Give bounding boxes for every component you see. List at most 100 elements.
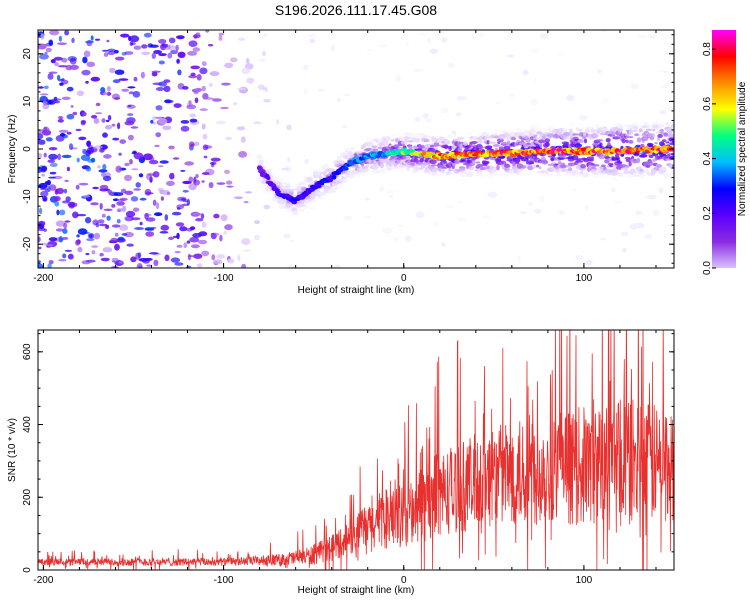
noise-blob [308,33,317,39]
noise-blob [177,69,182,76]
signal-band-blob [503,145,511,150]
noise-blob [237,254,241,261]
noise-blob [130,256,137,263]
noise-blob [40,190,49,197]
signal-band-blob [308,180,316,185]
signal-band-blob [257,155,262,159]
signal-band-blob [656,137,661,141]
noise-blob [177,207,181,210]
noise-blob [644,233,653,239]
signal-band-blob [640,153,648,158]
signal-band-blob [632,129,638,133]
noise-blob [67,56,78,62]
signal-band-blob [624,166,628,172]
signal-band-blob [299,208,305,212]
noise-blob [119,224,129,231]
noise-blob [99,253,104,257]
noise-blob [155,105,163,111]
signal-band-blob [641,136,649,142]
noise-blob [236,126,246,131]
signal-band-blob [580,164,586,169]
noise-blob [85,40,94,44]
noise-blob [57,42,67,45]
noise-blob [584,259,593,266]
noise-blob [190,65,200,70]
noise-blob [170,257,181,263]
snr-panel: -200 -100 0 100 0 200 400 600 Height of straig… [7,329,675,596]
noise-blob [83,50,91,58]
signal-band-blob [586,167,591,172]
noise-blob [218,34,223,41]
noise-blob [188,40,198,47]
noise-blob [95,102,101,107]
signal-band-blob [525,138,531,143]
noise-blob [43,85,49,90]
noise-blob [48,71,58,74]
signal-band-blob [616,161,623,164]
noise-blob [196,74,202,81]
noise-blob [226,180,233,185]
signal-band-blob [635,121,643,126]
noise-blob [49,171,57,175]
noise-blob [38,260,41,263]
noise-blob [660,85,668,89]
signal-band-blob [379,162,385,169]
noise-blob [158,165,164,168]
noise-blob [220,106,229,110]
noise-blob [38,139,46,145]
signal-band-blob [322,164,330,169]
noise-blob [213,259,223,265]
signal-band-blob [582,172,589,178]
signal-band-blob [626,136,634,139]
noise-blob [207,43,214,47]
noise-blob [169,172,175,180]
noise-blob [336,98,341,102]
snr-x-tick-label: 0 [401,575,407,586]
noise-blob [135,182,141,188]
noise-blob [188,100,192,105]
noise-blob [334,264,341,268]
signal-band-blob [590,133,599,139]
noise-blob [158,53,167,57]
signal-band-blob [671,152,674,156]
noise-blob [133,152,144,160]
noise-blob [630,83,639,90]
snr-y-tick-label: 400 [22,416,33,433]
noise-blob [56,209,60,216]
noise-blob [86,61,96,67]
noise-blob [195,218,204,222]
noise-blob [330,44,336,52]
noise-blob [75,239,80,246]
noise-blob [124,231,134,238]
noise-blob [111,257,119,261]
signal-core [275,190,281,194]
signal-band-blob [519,165,527,169]
spectrogram-y-label: Frequency (Hz) [7,115,18,184]
signal-band-blob [571,154,579,161]
noise-blob [38,182,48,189]
noise-blob [100,87,106,93]
noise-blob [482,215,491,218]
noise-blob [240,136,246,143]
noise-blob [72,211,79,219]
noise-blob [78,136,87,141]
noise-blob [64,30,69,36]
noise-blob [257,84,265,90]
signal-band-blob [327,189,336,194]
noise-blob [425,118,432,123]
noise-blob [151,226,157,229]
signal-band-blob [371,145,378,148]
noise-blob [202,144,209,151]
signal-band-blob [476,163,484,168]
noise-blob [67,202,78,208]
noise-blob [115,56,125,61]
signal-band-blob [479,173,485,178]
signal-band-blob [438,144,442,147]
spectrogram-x-tick-label: -200 [33,273,53,284]
noise-blob [148,156,155,161]
noise-blob [199,108,208,111]
signal-band-blob [629,128,633,134]
colorbar-tick-label: 0.0 [702,261,713,275]
noise-blob [385,190,395,194]
signal-band-blob [654,142,658,145]
